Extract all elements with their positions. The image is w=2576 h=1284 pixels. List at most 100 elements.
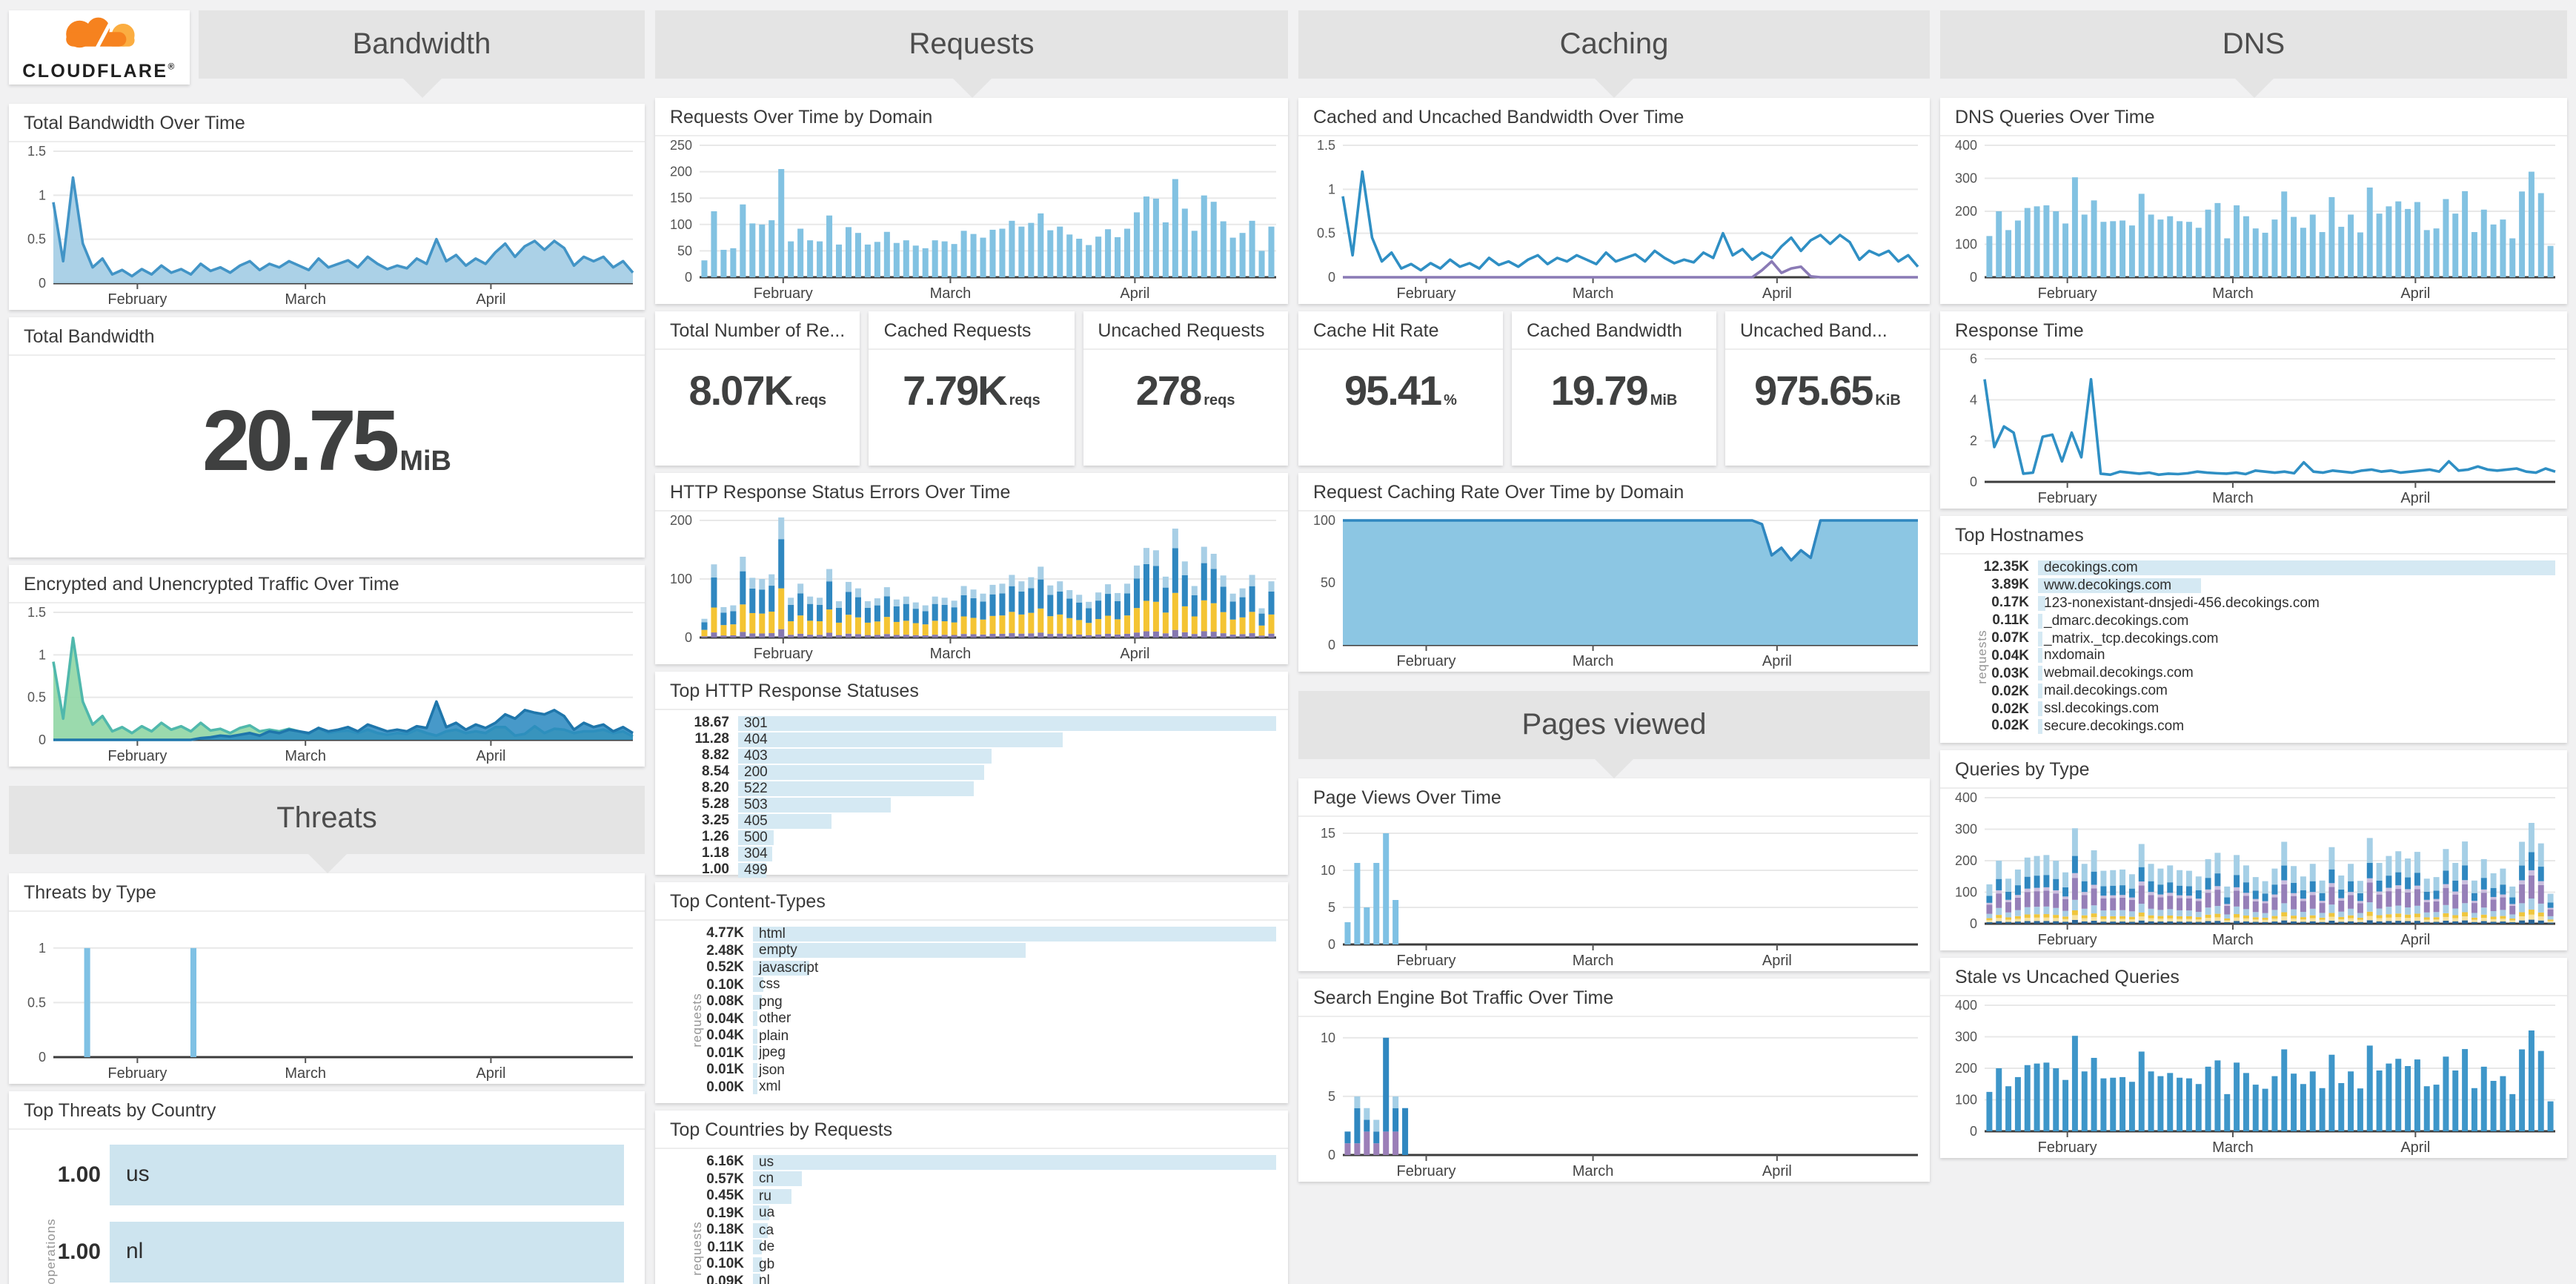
svg-text:1: 1 [39,646,46,661]
list-item-value: 0.11K [1992,612,2029,629]
svg-text:March: March [930,285,972,302]
panel-search-bot-traffic: Search Engine Bot Traffic Over Time 0 5 10… [1298,979,1930,1182]
panel-cached-uncached-bandwidth: Cached and Uncached Bandwidth Over Time … [1298,98,1930,304]
page-views-chart[interactable]: 0 5 10 15 February March April [1298,817,1930,971]
svg-text:0: 0 [685,630,692,645]
top-threats-by-country-list[interactable]: operations 1.00 us 1.00 nl [9,1129,645,1284]
svg-text:1: 1 [39,940,46,955]
svg-text:250: 250 [670,138,692,153]
list-axis-label: requests [1974,629,1989,684]
list-item-value: 0.11K [707,1239,744,1256]
list-item: 0.10K css [676,977,1276,993]
section-header-dns: DNS [1940,10,2567,98]
svg-text:300: 300 [1955,822,1977,837]
list-item-value: 0.04K [706,1010,744,1027]
svg-text:April: April [2400,932,2430,948]
svg-text:March: March [2212,490,2254,506]
svg-text:March: March [285,747,326,764]
svg-text:0: 0 [39,1049,46,1064]
list-item-bar [2038,648,2042,663]
list-item-value: 0.07K [1991,630,2029,646]
stat-uncached-bandwidth: Uncached Band... 975.65 KiB [1725,311,1930,466]
list-item-label: 404 [744,731,768,747]
list-item-label: 304 [744,845,768,861]
list-item-bar [753,1011,757,1027]
svg-text:March: March [1573,285,1614,302]
cached-uncached-bandwidth-chart[interactable]: 0 0.5 1 1.5 February March April [1298,136,1930,304]
list-item: 8.54 200 [661,764,1276,780]
search-bot-traffic-chart[interactable]: 0 5 10 February March April [1298,1017,1930,1182]
top-http-statuses-list[interactable]: 18.67 301 11.28 404 8.82 403 8.54 200 8.20 522 5.2… [655,710,1288,878]
list-item-value: 0.02K [1991,701,2029,718]
list-item-bar [2038,666,2042,681]
panel-stale-uncached-queries: Stale vs Uncached Queries 0 100 200 300 400 F… [1940,958,2567,1158]
panel-requests-over-time: Requests Over Time by Domain 0 50 100 150 20… [655,98,1288,304]
list-item-label: html [759,925,786,942]
cloudflare-logo: CLOUDFLARE® [9,10,190,84]
list-item-bar [2038,613,2043,629]
svg-text:0: 0 [1970,916,1977,931]
svg-text:February: February [754,285,813,302]
top-countries-list[interactable]: requests 6.16K us 0.57K cn 0.45K ru 0.19K ua 0.18… [655,1149,1288,1284]
panel-title: Queries by Type [1940,750,2567,789]
list-item-bar [753,1154,1276,1170]
request-caching-rate-chart[interactable]: 0 50 100 February March April [1298,512,1930,672]
svg-text:100: 100 [1955,885,1977,900]
section-header-bandwidth: Bandwidth [199,10,645,98]
panel-title: Requests Over Time by Domain [655,98,1288,136]
list-item-label: us [759,1154,774,1171]
list-item-bar [738,748,992,763]
svg-text:February: February [2038,285,2097,302]
requests-over-time-chart[interactable]: 0 50 100 150 200 250 February March April [655,136,1288,304]
queries-by-type-chart[interactable]: 0 100 200 300 400 February March April [1940,789,2567,950]
list-item: 0.02K secure.decokings.com [1961,718,2555,735]
svg-text:2: 2 [1970,434,1977,449]
stale-uncached-queries-chart[interactable]: 0 100 200 300 400 February March April [1940,996,2567,1158]
panel-title: Request Caching Rate Over Time by Domain [1298,473,1930,512]
list-item-value: 0.17K [1991,595,2029,612]
svg-text:0.5: 0.5 [27,994,46,1009]
list-item: 0.09K nl [676,1274,1276,1284]
list-item-label: us [126,1162,150,1187]
response-time-chart[interactable]: 0 2 4 6 February March April [1940,350,2567,509]
list-item-value: 1.00 [702,861,729,878]
svg-text:1.5: 1.5 [1317,138,1335,153]
list-item-bar [738,813,832,828]
list-item: 0.45K ru [676,1188,1276,1205]
list-item-label: png [759,993,783,1010]
dns-queries-chart[interactable]: 0 100 200 300 400 February March April [1940,136,2567,304]
list-item-label: ssl.decokings.com [2044,701,2160,718]
total-bandwidth-over-time-chart[interactable]: 0 0.5 1 1.5 February March April [9,142,645,309]
list-item: 2.48K empty [676,943,1276,959]
svg-text:100: 100 [1313,513,1335,528]
list-item-bar [753,1045,757,1061]
encrypted-traffic-chart[interactable]: 0 0.5 1 1.5 February March April [9,603,645,766]
panel-title: HTTP Response Status Errors Over Time [655,473,1288,512]
panel-queries-by-type: Queries by Type 0 100 200 300 400 February Mar… [1940,750,2567,950]
svg-text:0: 0 [685,270,692,285]
svg-text:0: 0 [1328,937,1335,952]
top-content-types-list[interactable]: requests 4.77K html 2.48K empty 0.52K javascri… [655,921,1288,1103]
list-item-value: 1.00 [57,1239,101,1264]
top-hostnames-list[interactable]: requests 12.35K decokings.com 3.89K www.deco… [1940,555,2567,743]
list-item-value: 3.25 [702,813,729,829]
list-item-value: 0.00K [706,1079,744,1096]
svg-text:1: 1 [39,187,46,202]
svg-text:0.5: 0.5 [27,231,46,246]
list-item-value: 0.02K [1991,683,2029,700]
list-item-bar [753,926,1276,942]
panel-title: Top Threats by Country [9,1091,645,1129]
list-item-label: 123-nonexistant-dnsjedi-456.decokings.co… [2044,595,2320,612]
svg-text:100: 100 [1955,237,1977,252]
list-item-value: 6.16K [706,1154,744,1171]
list-item-bar [753,977,764,993]
list-item-label: 403 [744,747,768,764]
section-header-pages-viewed: Pages viewed [1298,691,1930,778]
svg-text:200: 200 [1955,204,1977,219]
list-item-bar [753,1028,757,1044]
list-item-label: www.decokings.com [2044,577,2172,594]
threats-by-type-chart[interactable]: 0 0.5 1 February March April [9,911,645,1083]
list-item-value: 12.35K [1983,559,2029,576]
http-errors-chart[interactable]: 0 100 200 February March April [655,512,1288,664]
svg-text:April: April [1120,646,1149,662]
